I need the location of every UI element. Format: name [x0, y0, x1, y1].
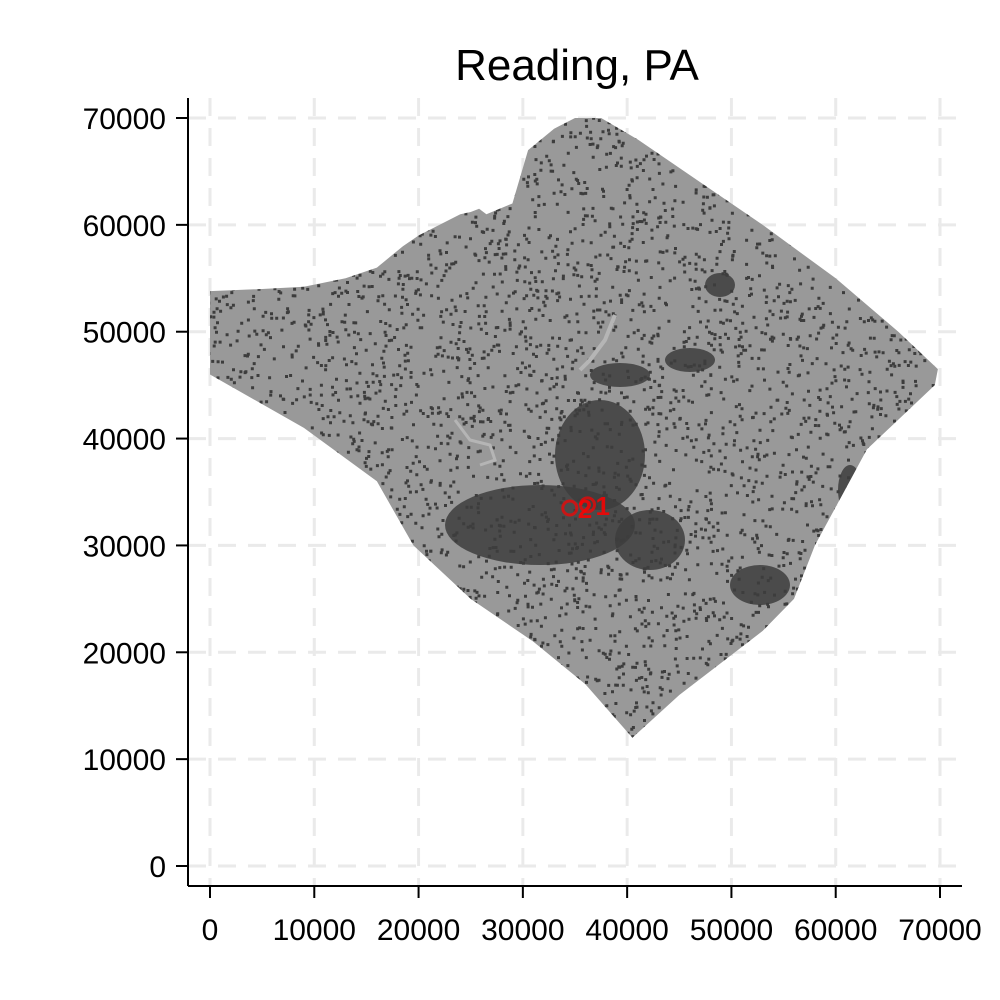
y-tick-label: 50000 — [83, 317, 166, 350]
urban-cluster — [705, 273, 735, 297]
water-trace — [578, 314, 617, 372]
county-raster — [210, 118, 938, 738]
x-tick-label: 50000 — [690, 914, 773, 947]
urban-cluster — [590, 363, 650, 387]
y-tick-label: 30000 — [83, 530, 166, 563]
x-tick-label: 40000 — [585, 914, 668, 947]
y-tick-label: 70000 — [83, 103, 166, 136]
developed-land-texture — [210, 118, 938, 738]
location-label: 1 — [596, 491, 610, 521]
development-speckle — [210, 118, 938, 738]
y-tick-label: 20000 — [83, 637, 166, 670]
urban-cluster — [665, 348, 715, 372]
location-marker — [579, 496, 597, 514]
y-tick-label: 60000 — [83, 210, 166, 243]
water-trace — [453, 419, 497, 467]
axes: 0 10000 20000 30000 40000 50000 60000 70000 0 100… — [83, 98, 982, 947]
urban-cluster — [615, 510, 685, 570]
urban-cluster — [555, 400, 645, 510]
x-tick-label: 10000 — [273, 914, 356, 947]
y-tick-label: 10000 — [83, 744, 166, 777]
x-tick-label: 0 — [202, 914, 219, 947]
x-tick-label: 70000 — [898, 914, 981, 947]
x-tick-label: 30000 — [481, 914, 564, 947]
y-tick-label: 0 — [149, 851, 166, 884]
chart-title: Reading, PA — [455, 41, 699, 90]
location-marker — [561, 499, 579, 517]
x-tick-label: 60000 — [794, 914, 877, 947]
x-tick-label: 20000 — [377, 914, 460, 947]
y-tick-label: 40000 — [83, 424, 166, 457]
